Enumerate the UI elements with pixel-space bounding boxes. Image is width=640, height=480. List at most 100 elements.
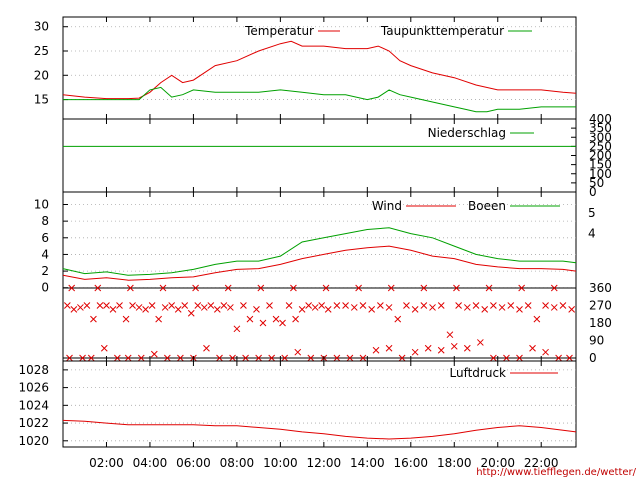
direction-marker xyxy=(516,306,523,313)
direction-marker xyxy=(311,304,319,311)
series-line-temperatur xyxy=(62,40,577,100)
legend-label-luftdruck: Luftdruck xyxy=(449,366,506,380)
direction-marker xyxy=(346,354,354,362)
direction-marker xyxy=(148,302,156,309)
direction-marker xyxy=(116,302,123,309)
legend-label-niederschlag: Niederschlag xyxy=(428,126,506,140)
temperature-legend: Temperatur Taupunkttemperatur xyxy=(244,24,532,38)
pressure-legend: Luftdruck xyxy=(449,366,558,380)
wind-series xyxy=(62,227,577,281)
direction-marker xyxy=(124,354,132,362)
direction-marker xyxy=(318,302,326,309)
direction-marker xyxy=(463,344,471,352)
direction-marker xyxy=(518,284,526,292)
y-tick-label: 1022 xyxy=(18,416,49,430)
direction-marker xyxy=(70,306,78,313)
legend-label-temperatur: Temperatur xyxy=(244,24,314,38)
direction-marker xyxy=(207,302,215,309)
direction-marker xyxy=(485,284,493,292)
direction-marker xyxy=(424,344,432,352)
x-tick-label: 10:00 xyxy=(263,456,298,470)
direction-marker xyxy=(229,354,236,362)
direction-marker xyxy=(259,319,267,327)
y-right-tick-label: 300 xyxy=(589,130,612,144)
pressure-grid xyxy=(63,369,576,442)
direction-marker xyxy=(137,354,145,362)
wind-legend: Wind Boeen xyxy=(372,199,560,213)
direction-marker xyxy=(385,304,393,311)
pressure-series xyxy=(62,419,577,440)
direction-marker xyxy=(285,302,293,309)
direction-marker xyxy=(411,306,419,313)
direction-marker xyxy=(324,306,332,313)
wind-direction-markers: 0 90 180 270 360 xyxy=(63,281,612,365)
direction-marker xyxy=(490,354,497,362)
direction-marker xyxy=(477,339,484,346)
direction-marker xyxy=(63,302,71,309)
direction-marker xyxy=(187,309,195,317)
temperature-grid xyxy=(63,26,576,100)
direction-marker xyxy=(79,354,86,362)
direction-marker xyxy=(350,304,358,311)
direction-marker xyxy=(255,354,262,362)
direction-marker xyxy=(96,302,104,309)
legend-label-boeen: Boeen xyxy=(468,199,506,213)
y-right-tick-label: 5 xyxy=(588,206,596,220)
direction-marker xyxy=(450,342,458,350)
y-tick-label: 20 xyxy=(34,68,49,82)
y-tick-label: 25 xyxy=(34,44,49,58)
x-tick-label: 14:00 xyxy=(350,456,385,470)
direction-marker xyxy=(498,304,506,311)
direction-marker xyxy=(420,284,428,292)
series-line-wind xyxy=(62,245,577,281)
direction-marker xyxy=(253,306,260,313)
direction-marker xyxy=(181,302,189,309)
y-right-tick-label: 350 xyxy=(589,121,612,135)
x-tick-label: 22:00 xyxy=(524,456,559,470)
y-right-tick-label: 250 xyxy=(589,139,612,153)
y-tick-label: 15 xyxy=(34,93,49,107)
pressure-panel: 1020 1022 1024 1026 1028 Luftdruck xyxy=(18,360,577,448)
direction-marker xyxy=(109,306,117,313)
direction-marker xyxy=(159,284,167,292)
direction-marker xyxy=(453,284,460,292)
direction-marker xyxy=(533,315,541,323)
direction-marker xyxy=(355,284,362,292)
y-tick-label: 1026 xyxy=(18,381,49,395)
direction-marker xyxy=(220,302,228,309)
direction-marker xyxy=(411,348,419,356)
direction-marker xyxy=(68,284,76,292)
direction-marker xyxy=(333,354,341,362)
direction-marker xyxy=(83,302,91,309)
direction-marker xyxy=(174,306,182,313)
direction-tick-label: 360 xyxy=(589,281,612,295)
direction-marker xyxy=(168,302,176,309)
direction-marker xyxy=(246,315,254,323)
direction-marker xyxy=(94,284,102,292)
direction-marker xyxy=(100,344,108,352)
direction-marker xyxy=(490,302,497,309)
x-axis: 02:00 04:00 06:00 08:00 10:00 12:00 14:00 16:00… xyxy=(89,17,559,470)
direction-marker xyxy=(568,306,576,313)
direction-marker xyxy=(342,302,349,309)
direction-marker xyxy=(290,284,297,292)
temperature-y-ticks: 15 20 25 30 xyxy=(34,20,68,107)
y-tick-label: 6 xyxy=(41,231,49,245)
direction-marker xyxy=(446,331,454,339)
direction-marker xyxy=(281,354,289,362)
x-tick-label: 20:00 xyxy=(480,456,515,470)
y-right-tick-label: 150 xyxy=(589,158,612,172)
direction-marker xyxy=(272,315,280,323)
direction-marker xyxy=(529,344,536,352)
direction-marker xyxy=(87,354,95,362)
direction-marker xyxy=(555,354,562,362)
direction-marker xyxy=(163,354,171,362)
x-tick-label: 04:00 xyxy=(133,456,168,470)
direction-marker xyxy=(298,306,306,313)
direction-marker xyxy=(227,304,234,311)
direction-marker xyxy=(242,354,249,362)
y-tick-label: 0 xyxy=(41,281,49,295)
direction-tick-label: 0 xyxy=(589,351,597,365)
